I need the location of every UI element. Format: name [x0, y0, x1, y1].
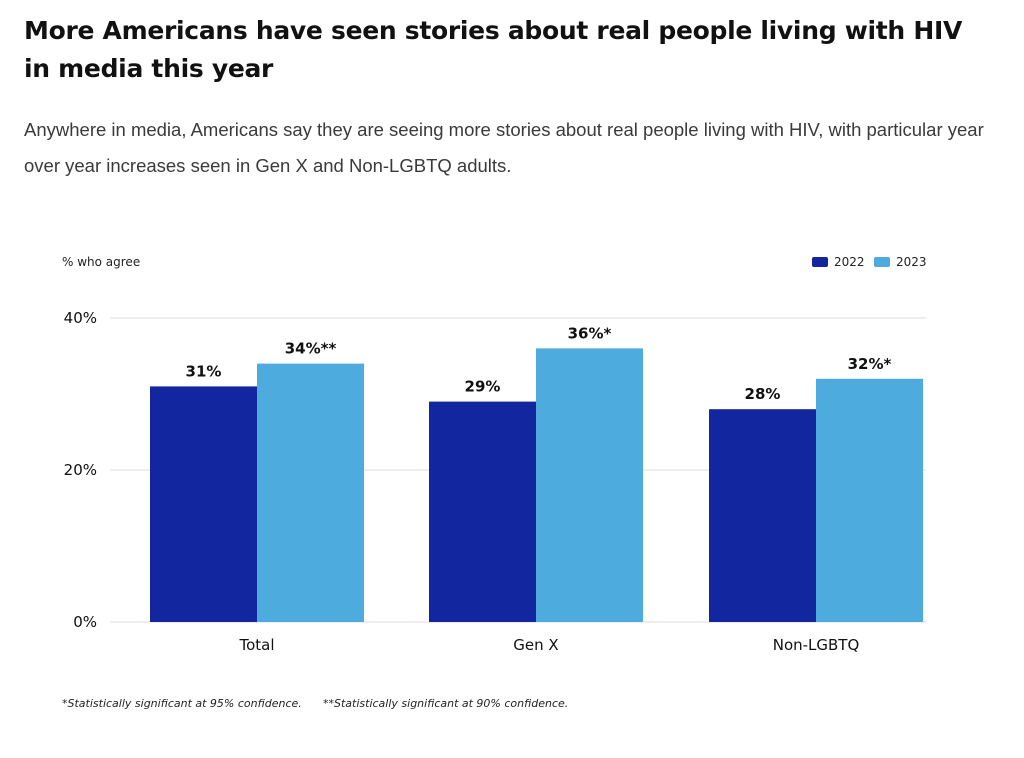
- page-subtitle: Anywhere in media, Americans say they ar…: [24, 119, 984, 176]
- legend: 2022 2023: [812, 255, 927, 269]
- legend-swatch-2022: [812, 257, 828, 267]
- footnote-90: **Statistically significant at 90% confi…: [323, 697, 568, 710]
- legend-label-2022: 2022: [834, 255, 865, 269]
- data-label: 32%*: [848, 355, 892, 373]
- data-label: 34%**: [285, 340, 337, 358]
- data-label: 36%*: [568, 324, 612, 342]
- y-tick-label: 20%: [64, 461, 97, 479]
- bar-non-lgbtq-2023: [816, 378, 923, 622]
- footnotes: *Statistically significant at 95% confid…: [62, 697, 568, 710]
- y-tick-label: 40%: [64, 309, 97, 327]
- x-category-label: Total: [238, 636, 274, 654]
- bar-total-2023: [257, 363, 364, 622]
- x-category-label: Gen X: [513, 636, 558, 654]
- legend-label-2023: 2023: [896, 255, 927, 269]
- footnote-95: *Statistically significant at 95% confid…: [62, 697, 302, 710]
- data-labels: 31% 34%** 29% 36%* 28% 32%*: [186, 324, 892, 403]
- legend-swatch-2023: [874, 257, 890, 267]
- page-title: More Americans have seen stories about r…: [24, 16, 962, 83]
- x-category-label: Non-LGBTQ: [773, 636, 860, 654]
- y-axis-label: % who agree: [62, 255, 140, 269]
- bar-total-2022: [150, 386, 257, 622]
- y-tick-label: 0%: [73, 613, 97, 631]
- y-axis-ticks: 0% 20% 40%: [64, 309, 97, 631]
- bar-non-lgbtq-2022: [709, 409, 816, 622]
- bars: [150, 348, 923, 622]
- data-label: 29%: [465, 378, 501, 396]
- bar-gen-x-2022: [429, 401, 536, 622]
- data-label: 31%: [186, 362, 222, 380]
- x-axis-categories: Total Gen X Non-LGBTQ: [238, 636, 859, 654]
- bar-gen-x-2023: [536, 348, 643, 622]
- data-label: 28%: [745, 385, 781, 403]
